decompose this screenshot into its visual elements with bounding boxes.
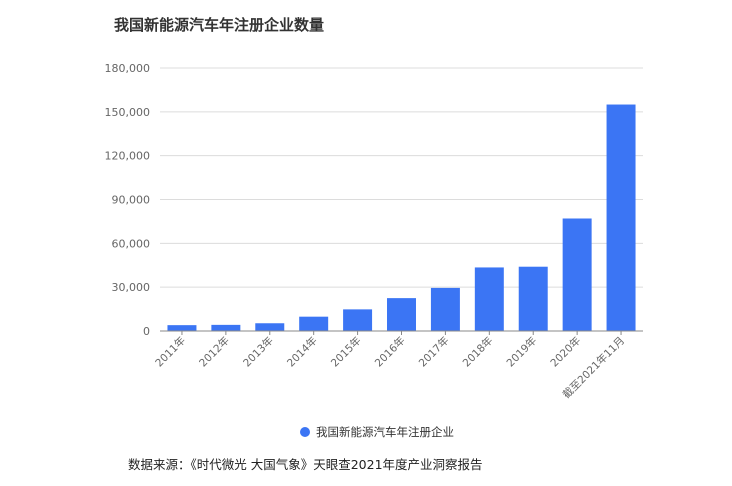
y-tick-label: 60,000 — [112, 237, 151, 250]
bar[interactable] — [474, 267, 504, 331]
bar[interactable] — [562, 218, 592, 331]
x-tick-label: 2017年 — [416, 334, 452, 370]
x-tick-label: 2020年 — [548, 334, 584, 370]
grid-lines — [160, 67, 643, 288]
y-axis-ticks: 0 30,000 60,000 90,000 120,000 150,000 180,000 — [105, 62, 151, 338]
x-tick-label: 2014年 — [284, 334, 320, 370]
bar[interactable] — [606, 104, 636, 332]
bar[interactable] — [343, 309, 373, 331]
source-note: 数据来源：《时代微光 大国气象》天眼查2021年度产业洞察报告 — [128, 457, 483, 472]
x-axis-ticks: 2011年 2012年 2013年 2014年 2015年 2016年 2017年 2018年… — [153, 331, 627, 401]
bar[interactable] — [299, 316, 329, 331]
legend[interactable]: 我国新能源汽车年注册企业 — [300, 424, 454, 440]
bar[interactable] — [430, 287, 460, 331]
y-tick-label: 0 — [143, 325, 150, 338]
x-tick-label: 2011年 — [153, 334, 189, 370]
legend-label: 我国新能源汽车年注册企业 — [316, 425, 454, 439]
y-tick-label: 90,000 — [112, 194, 151, 207]
x-tick-label: 2015年 — [328, 334, 364, 370]
y-tick-label: 150,000 — [105, 106, 151, 119]
x-tick-label: 2018年 — [460, 334, 496, 370]
bars — [167, 104, 636, 332]
x-tick-label: 2013年 — [240, 334, 276, 370]
bar[interactable] — [211, 324, 241, 331]
bar[interactable] — [167, 325, 197, 331]
legend-marker — [300, 427, 310, 437]
x-tick-label: 2016年 — [372, 334, 408, 370]
y-tick-label: 120,000 — [105, 150, 151, 163]
y-tick-label: 180,000 — [105, 62, 151, 75]
bar[interactable] — [518, 266, 548, 331]
y-tick-label: 30,000 — [112, 281, 151, 294]
chart-title: 我国新能源汽车年注册企业数量 — [114, 16, 325, 34]
bar[interactable] — [387, 298, 416, 331]
x-tick-label: 2019年 — [504, 334, 540, 370]
bar[interactable] — [255, 323, 285, 331]
x-tick-label: 2012年 — [196, 334, 232, 370]
